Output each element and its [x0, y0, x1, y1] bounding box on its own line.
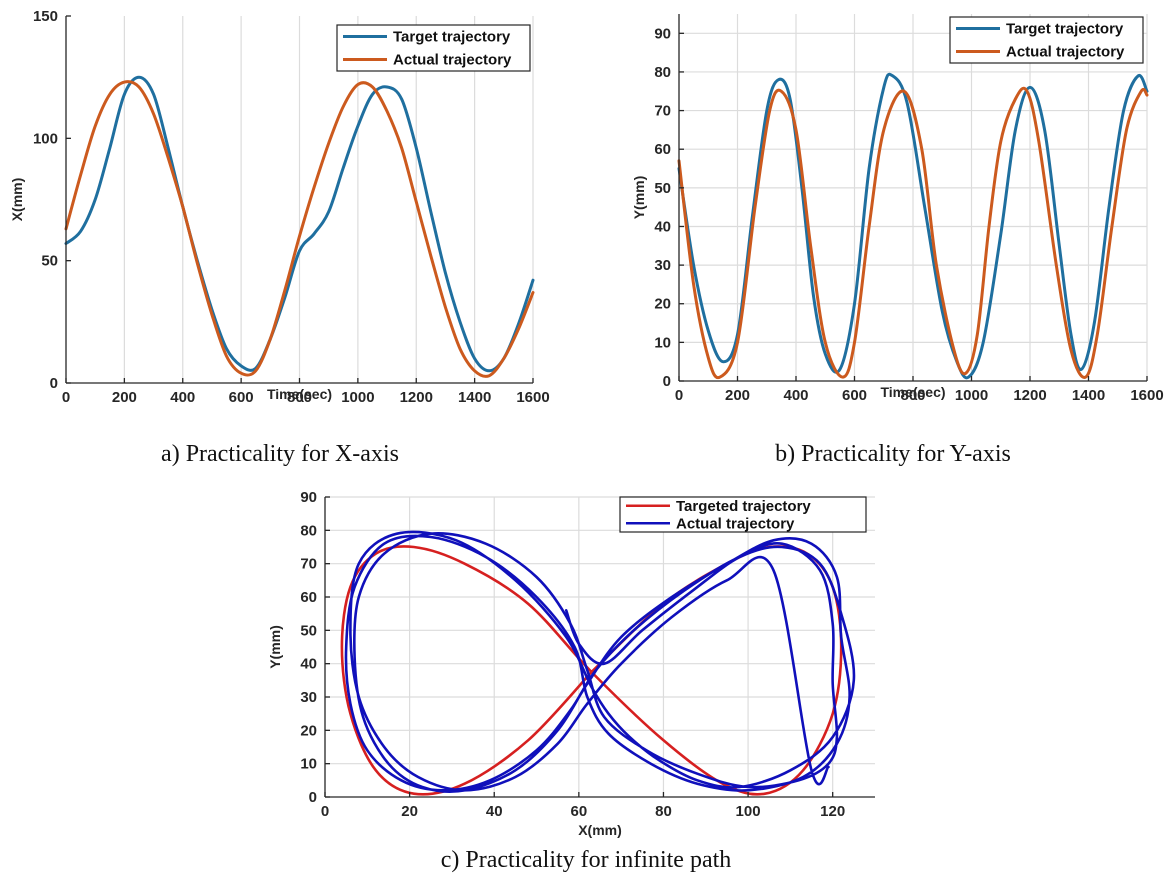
y-axis-label: X(mm): [9, 178, 25, 222]
y-tick-label: 40: [300, 656, 317, 673]
x-tick-label: 40: [486, 803, 503, 820]
y-tick-label: 60: [654, 141, 671, 158]
legend-box: [619, 496, 867, 533]
legend-label: Target trajectory: [393, 29, 511, 46]
x-tick-label: 1000: [341, 389, 374, 406]
caption-a: a) Practicality for X-axis: [161, 441, 399, 467]
x-tick-label: 400: [783, 387, 808, 404]
y-tick-label: 10: [654, 334, 671, 351]
x-axis-label: Time(sec): [267, 386, 332, 402]
y-tick-label: 0: [50, 375, 58, 392]
caption-b: b) Practicality for Y-axis: [775, 441, 1011, 467]
series-line-actual: [677, 86, 1149, 380]
x-tick-label: 1600: [516, 389, 549, 406]
series-line-actual: [344, 530, 856, 793]
x-tick-label: 1000: [955, 387, 988, 404]
y-tick-label: 10: [300, 756, 317, 773]
series-line-actual: [64, 80, 535, 378]
y-axis-label: Y(mm): [267, 625, 283, 669]
legend-label: Actual trajectory: [676, 515, 795, 532]
y-tick-label: 80: [654, 64, 671, 81]
x-axis-label: X(mm): [578, 822, 622, 838]
y-tick-label: 50: [654, 180, 671, 197]
x-tick-label: 0: [62, 389, 70, 406]
series-line-target: [64, 75, 535, 373]
x-tick-label: 20: [401, 803, 418, 820]
y-tick-label: 20: [654, 296, 671, 313]
x-tick-label: 600: [229, 389, 254, 406]
y-tick-label: 30: [300, 689, 317, 706]
chart-panel-c: 0 20 40 60 80 100 120 0 10 20 30 40 50 60 70 80 90 X(mm) Y…: [267, 489, 875, 838]
legend-label: Target trajectory: [1006, 21, 1124, 38]
y-tick-label: 50: [41, 253, 58, 270]
y-tick-label: 90: [654, 25, 671, 42]
y-axis-label: Y(mm): [631, 176, 647, 220]
x-axis-label: Time(sec): [880, 384, 945, 400]
y-tick-label: 150: [33, 8, 58, 25]
y-tick-label: 30: [654, 257, 671, 274]
y-tick-label: 40: [654, 218, 671, 235]
x-tick-label: 800: [287, 389, 312, 406]
y-tick-label: 70: [300, 556, 317, 573]
x-tick-label: 200: [725, 387, 750, 404]
x-tick-label: 1400: [458, 389, 491, 406]
caption-c: c) Practicality for infinite path: [441, 847, 732, 873]
y-tick-label: 50: [300, 622, 317, 639]
x-tick-label: 80: [655, 803, 672, 820]
y-tick-label: 70: [654, 103, 671, 120]
series-line-target: [340, 545, 843, 796]
y-tick-label: 20: [300, 722, 317, 739]
y-tick-label: 80: [300, 522, 317, 539]
x-tick-label: 1200: [1013, 387, 1046, 404]
y-tick-label: 60: [300, 589, 317, 606]
chart-panel-b: 0 200 400 600 800 1000 1200 1400 1600 0 10 20 30 40 50…: [631, 14, 1164, 404]
x-tick-label: 100: [736, 803, 761, 820]
x-tick-label: 200: [112, 389, 137, 406]
legend-label: Actual trajectory: [393, 52, 512, 69]
legend-box: [949, 16, 1144, 64]
series-line-target: [677, 72, 1149, 380]
x-tick-label: 1400: [1072, 387, 1105, 404]
x-tick-label: 120: [820, 803, 845, 820]
x-tick-label: 1600: [1130, 387, 1163, 404]
y-tick-label: 0: [309, 789, 317, 806]
chart-panel-a: 0 200 400 600 800 1000 1200 1400 1600 0 50 100 150 Ti…: [9, 8, 550, 406]
x-tick-label: 1200: [400, 389, 433, 406]
x-tick-label: 0: [321, 803, 329, 820]
y-tick-label: 0: [663, 373, 671, 390]
y-tick-label: 100: [33, 130, 58, 147]
x-tick-label: 800: [900, 387, 925, 404]
legend-label: Targeted trajectory: [676, 498, 811, 515]
x-tick-label: 60: [571, 803, 588, 820]
y-tick-label: 90: [300, 489, 317, 506]
x-tick-label: 0: [675, 387, 683, 404]
legend-label: Actual trajectory: [1006, 44, 1125, 61]
legend-box: [336, 24, 531, 72]
x-tick-label: 400: [170, 389, 195, 406]
x-tick-label: 600: [842, 387, 867, 404]
